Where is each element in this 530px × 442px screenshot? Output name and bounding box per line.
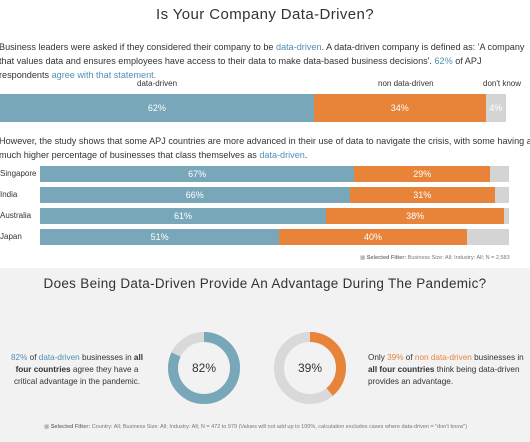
right-text: Only 39% of non data-driven businesses i… [368,352,528,388]
country-label: Japan [0,232,22,241]
country-bar: 61% 38% [40,208,509,224]
segment-dont-know [504,208,509,224]
donut-arc [274,332,346,404]
left-bold-all-four: all four countries [15,353,144,374]
country-bar: 67% 29% [40,166,509,182]
segment-value-label: 51% [150,232,169,242]
segment-value-label: 29% [413,169,432,179]
donut-non-data-driven: 39% [274,332,346,404]
country-bar: 51% 40% [40,229,509,245]
overall-bar: 62% 34% 4% [0,94,506,122]
legend-dont-know: don't know [483,79,521,88]
segment-dont-know [490,166,509,182]
intro-text-1: Business leaders were asked if they cons… [0,42,277,52]
intro-highlight-agree: agree with that statement. [51,70,157,80]
left-text-1: of [27,353,39,362]
segment-data-driven: 67% [40,166,355,182]
right-highlight-39: 39% [387,353,404,362]
segment-dont-know [466,229,509,245]
left-text-2: businesses in [79,353,134,362]
donut-arc [168,332,240,404]
segment-data-driven: 51% [40,229,280,245]
country-label: India [0,190,18,199]
segment-value-label: 62% [147,103,166,113]
filter-note-2: ▦ Selected Filter: Country: All; Busines… [44,424,468,430]
paragraph-2: However, the study shows that some APJ c… [0,134,530,162]
segment-value-label: 67% [188,169,207,179]
donut-label: 39% [298,361,322,375]
segment-value-label: 66% [185,190,204,200]
right-text-2: of [403,353,415,362]
left-text-3: agree they have a critical advantage in … [13,365,141,386]
filter-1-text: Business Size: All; Industry: All; N = 2… [406,255,510,261]
right-bold-all-four: all four countries [368,365,435,374]
intro-text-3: of APJ respondents [0,56,482,80]
intro-paragraph: Business leaders were asked if they cons… [0,40,530,82]
page-title: Is Your Company Data-Driven? [156,6,374,23]
segment-non-data-driven: 34% [313,94,486,122]
left-highlight-82: 82% [10,353,28,362]
filter-1-label: Selected Filter: [366,255,407,261]
donut-label: 82% [192,361,216,375]
advantage-panel [0,268,530,442]
segment-value-label: 4% [489,103,503,113]
segment-data-driven: 62% [0,94,314,122]
segment-dont-know [494,187,509,203]
left-highlight-data-driven: data-driven [38,353,80,362]
filter-2-label: Selected Filter: [50,424,91,430]
segment-value-label: 34% [390,103,409,113]
right-text-4: think being data-driven provides an adva… [368,365,520,386]
p2-text-2: . [304,150,308,160]
country-bar: 66% 31% [40,187,509,203]
legend-non-data-driven: non data-driven [378,79,434,88]
segment-data-driven: 61% [40,208,327,224]
segment-value-label: 40% [363,232,382,242]
segment-non-data-driven: 38% [326,208,505,224]
segment-value-label: 31% [413,190,432,200]
section-title: Does Being Data-Driven Provide An Advant… [43,276,487,291]
filter-note-1: ▦ Selected Filter: Business Size: All; I… [360,255,510,261]
right-highlight-non-data-driven: non data-driven [414,353,472,362]
segment-non-data-driven: 29% [354,166,491,182]
segment-value-label: 61% [174,211,193,221]
p2-text-1: However, the study shows that some APJ c… [0,136,530,160]
segment-data-driven: 66% [40,187,350,203]
intro-highlight-data-driven: data-driven [276,42,322,52]
country-label: Australia [0,211,32,220]
legend-data-driven: data-driven [137,79,178,88]
segment-non-data-driven: 40% [279,229,467,245]
right-text-3: businesses in [471,353,524,362]
intro-text-2: . A data-driven company is defined as: '… [0,42,525,66]
donut-data-driven: 82% [168,332,240,404]
segment-non-data-driven: 31% [349,187,495,203]
intro-highlight-62: 62% [434,56,453,66]
filter-2-text: Country: All; Business Size: All; Indust… [90,424,468,430]
right-text-1: Only [368,353,388,362]
segment-dont-know: 4% [485,94,506,122]
country-label: Singapore [0,169,37,178]
segment-value-label: 38% [406,211,425,221]
left-text: 82% of data-driven businesses in all fou… [7,352,147,388]
p2-highlight-data-driven: data-driven [259,150,305,160]
